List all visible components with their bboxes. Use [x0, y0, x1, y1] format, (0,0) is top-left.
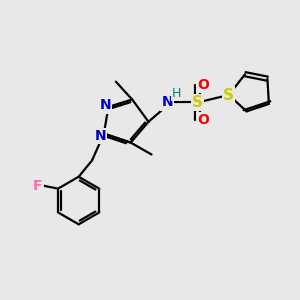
Text: O: O: [197, 78, 209, 92]
Text: S: S: [223, 88, 234, 103]
Text: N: N: [100, 98, 111, 112]
Text: F: F: [33, 179, 43, 193]
Text: H: H: [172, 87, 182, 100]
Text: S: S: [192, 95, 203, 110]
Text: N: N: [161, 95, 173, 110]
Text: N: N: [94, 129, 106, 143]
Text: O: O: [197, 113, 209, 127]
